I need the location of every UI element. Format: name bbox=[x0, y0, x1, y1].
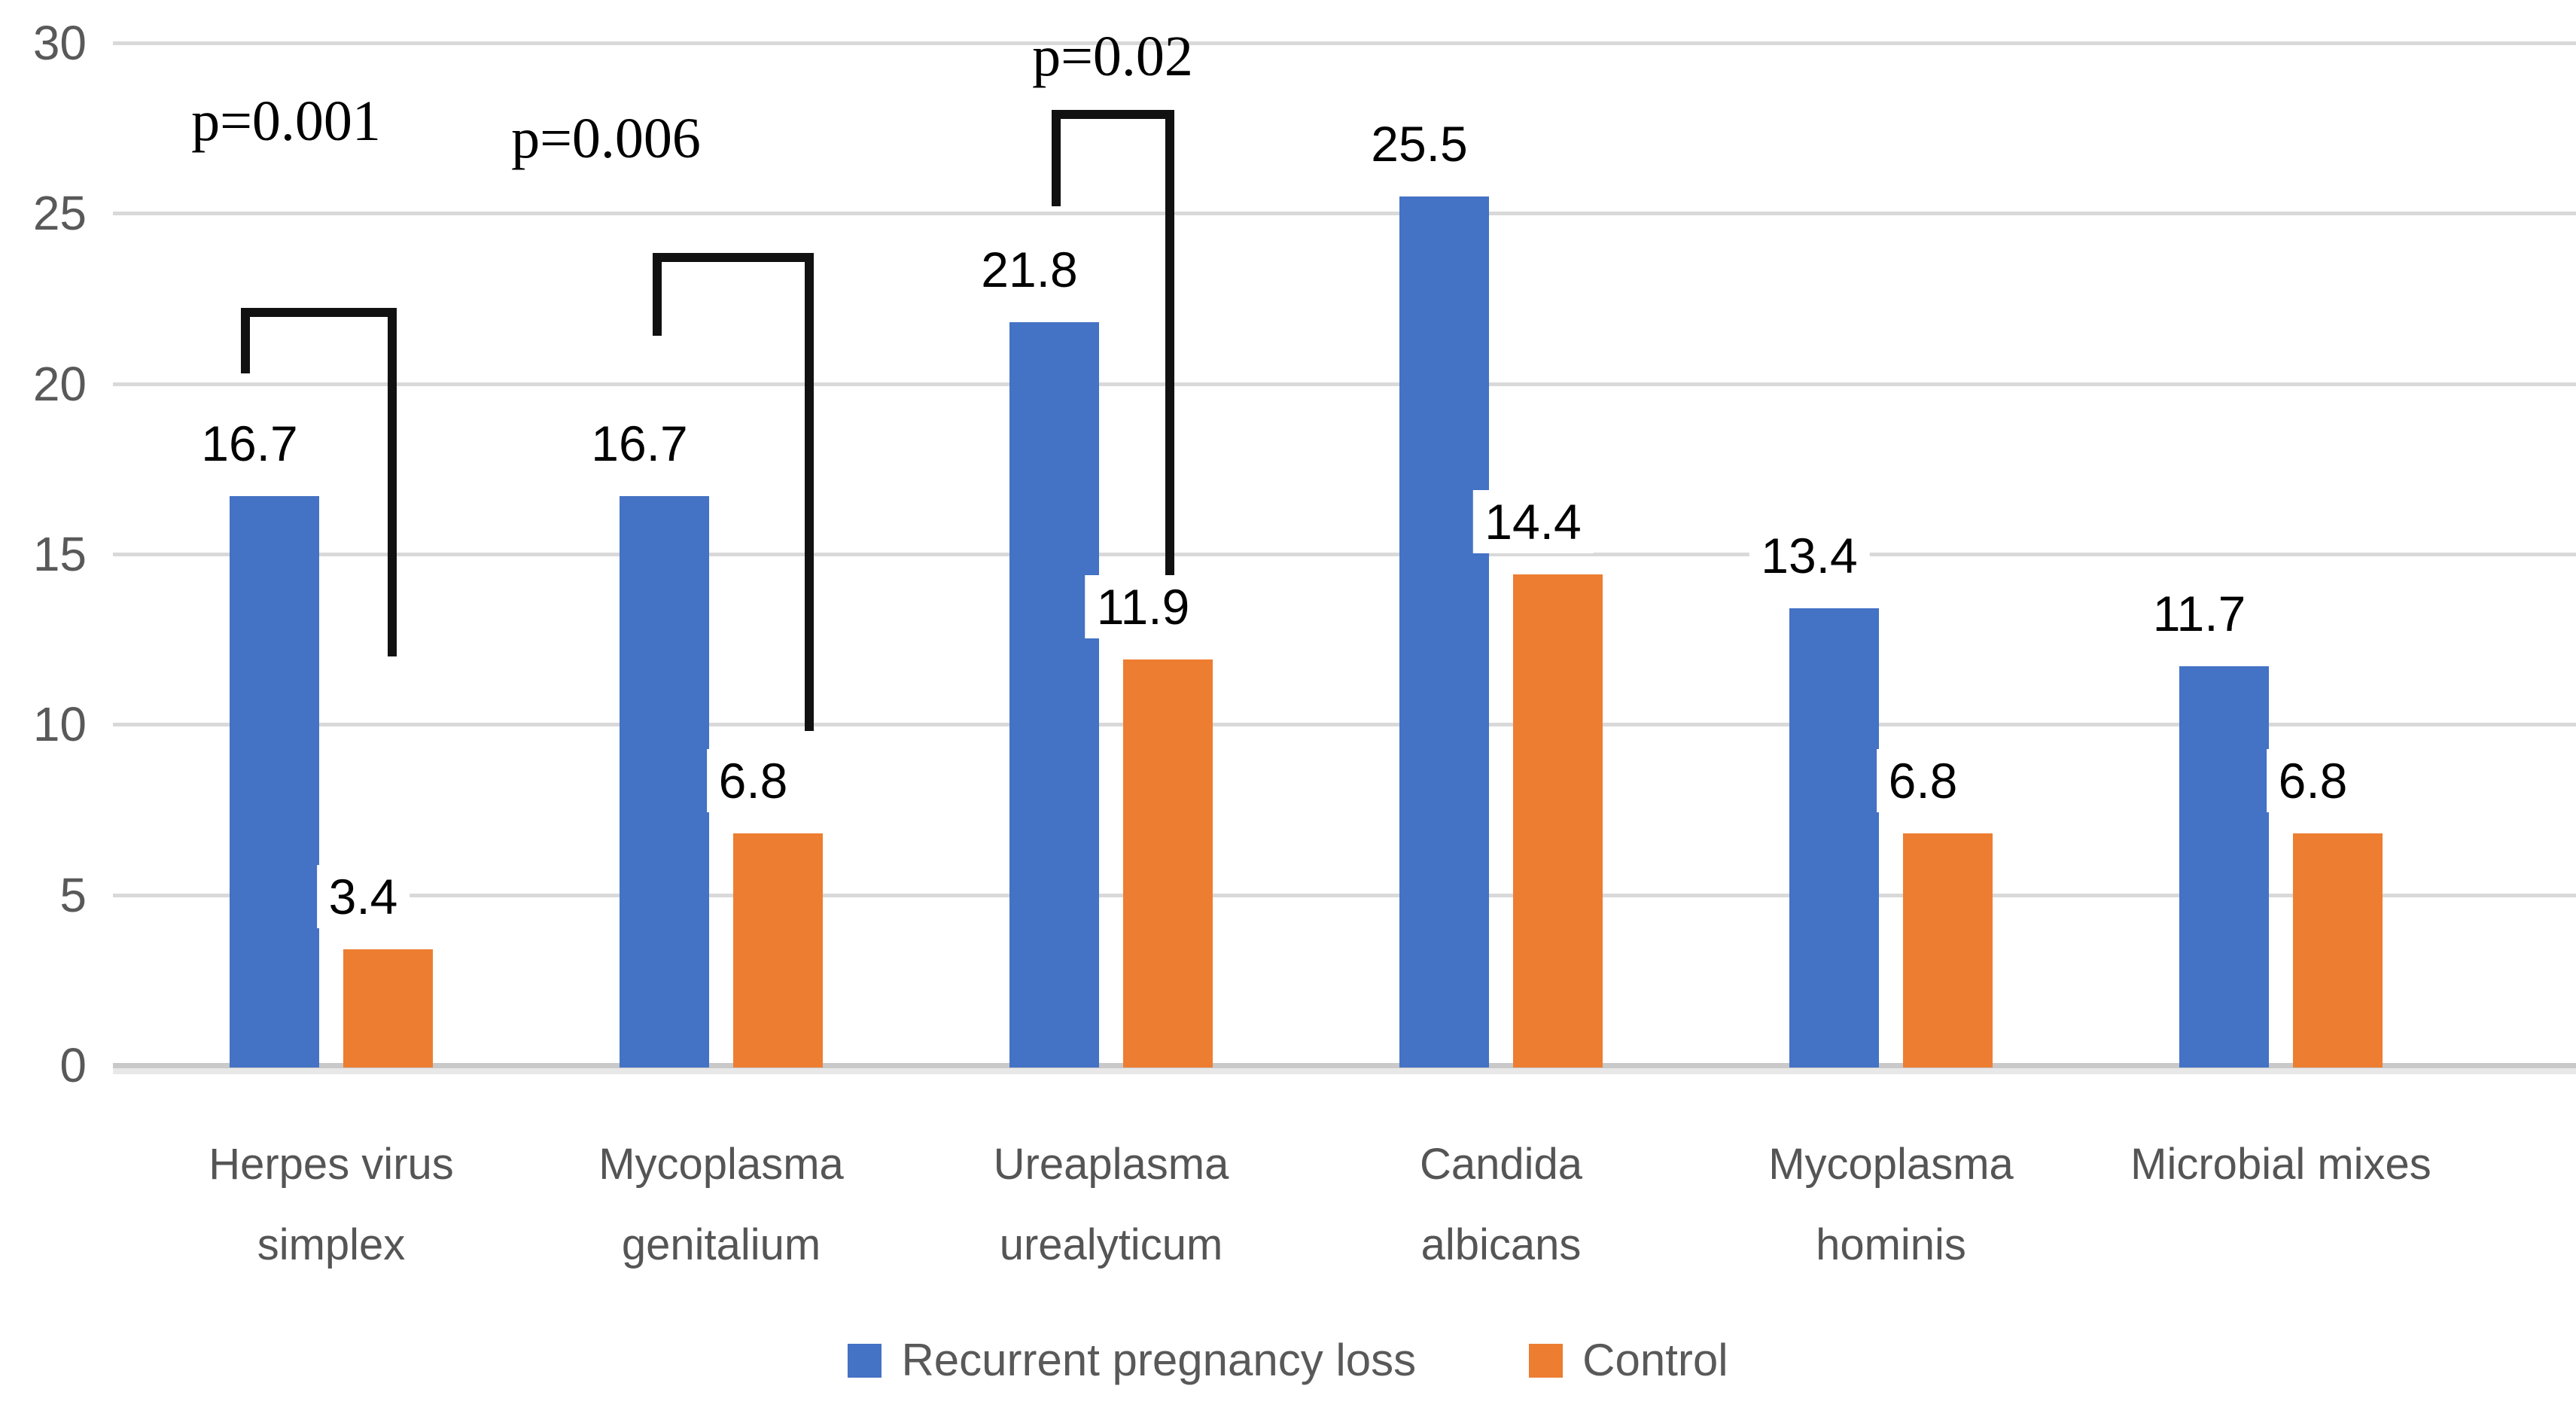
significance-bracket-top bbox=[240, 307, 397, 317]
bar-recurrent-pregnancy-loss bbox=[1009, 322, 1099, 1068]
x-axis-category-label: genitalium bbox=[621, 1220, 821, 1269]
bar-value-label: 6.8 bbox=[1876, 749, 1970, 813]
bar-value-label: 6.8 bbox=[706, 749, 800, 813]
gridline bbox=[113, 723, 2576, 727]
x-axis-category-label: Mycoplasma bbox=[598, 1140, 844, 1189]
y-axis-tick-label: 30 bbox=[32, 16, 87, 70]
bar-value-label: 13.4 bbox=[1749, 524, 1870, 588]
x-axis-category-label: albicans bbox=[1420, 1220, 1582, 1269]
y-axis-tick-label: 25 bbox=[32, 186, 87, 241]
bar-value-label: 11.9 bbox=[1084, 575, 1202, 639]
bar-value-label: 11.7 bbox=[2140, 582, 2258, 646]
bar-control bbox=[1123, 659, 1213, 1068]
p-value-label: p=0.006 bbox=[511, 106, 701, 170]
bar-control bbox=[733, 833, 823, 1068]
x-axis-category-label: Microbial mixes bbox=[2130, 1140, 2431, 1189]
y-axis-tick-label: 10 bbox=[32, 697, 87, 752]
legend-item: Recurrent pregnancy loss bbox=[848, 1334, 1416, 1387]
gridline bbox=[113, 382, 2576, 386]
x-axis-category-label: hominis bbox=[1816, 1220, 1966, 1269]
significance-bracket-left-arm bbox=[1051, 110, 1061, 207]
gridline bbox=[113, 212, 2576, 216]
gridline bbox=[113, 553, 2576, 556]
bar-control bbox=[1903, 833, 1993, 1068]
x-axis-line-shadow bbox=[113, 1068, 2576, 1074]
bar-recurrent-pregnancy-loss bbox=[620, 496, 709, 1068]
y-axis-tick-label: 5 bbox=[59, 867, 87, 922]
bar-value-label: 21.8 bbox=[969, 238, 1090, 302]
significance-bracket-top bbox=[652, 253, 814, 263]
x-axis-category-label: Candida bbox=[1419, 1140, 1583, 1189]
y-axis-tick-label: 15 bbox=[32, 527, 87, 581]
bar-value-label: 14.4 bbox=[1472, 490, 1594, 554]
x-axis-category-label: simplex bbox=[257, 1220, 406, 1269]
significance-bracket-right-arm bbox=[387, 307, 397, 656]
legend-label: Control bbox=[1582, 1335, 1728, 1385]
legend-swatch-icon bbox=[848, 1343, 882, 1378]
bar-value-label: 6.8 bbox=[2266, 749, 2360, 813]
bar-recurrent-pregnancy-loss bbox=[1399, 196, 1489, 1068]
significance-bracket-right-arm bbox=[1165, 110, 1174, 626]
gridline bbox=[113, 893, 2576, 897]
x-axis-category-label: Ureaplasma bbox=[993, 1140, 1229, 1189]
bar-recurrent-pregnancy-loss bbox=[230, 496, 319, 1068]
bar-value-label: 25.5 bbox=[1359, 111, 1480, 175]
bar-value-label: 16.7 bbox=[579, 412, 700, 476]
legend-swatch-icon bbox=[1529, 1343, 1564, 1378]
significance-bracket-top bbox=[1051, 110, 1174, 120]
bar-control bbox=[2293, 833, 2383, 1068]
x-axis-category-label: Herpes virus bbox=[209, 1140, 454, 1189]
bar-value-label: 3.4 bbox=[316, 865, 410, 929]
x-axis-category-label: Mycoplasma bbox=[1768, 1140, 2014, 1189]
y-axis-tick-label: 20 bbox=[32, 356, 87, 411]
bar-recurrent-pregnancy-loss bbox=[1789, 608, 1879, 1068]
legend-label: Recurrent pregnancy loss bbox=[901, 1335, 1417, 1385]
p-value-label: p=0.02 bbox=[1032, 25, 1193, 89]
significance-bracket-left-arm bbox=[652, 253, 662, 337]
x-axis-line bbox=[113, 1063, 2576, 1068]
bar-control bbox=[1513, 574, 1603, 1068]
y-axis-tick-label: 0 bbox=[59, 1038, 87, 1092]
legend-item: Control bbox=[1529, 1334, 1728, 1387]
bar-recurrent-pregnancy-loss bbox=[2179, 666, 2269, 1068]
gridline bbox=[113, 41, 2576, 45]
x-axis-category-label: urealyticum bbox=[999, 1220, 1223, 1269]
significance-bracket-left-arm bbox=[240, 307, 250, 374]
significance-bracket-right-arm bbox=[804, 253, 814, 732]
bar-control bbox=[343, 949, 433, 1068]
chart-legend: Recurrent pregnancy loss Control bbox=[0, 1334, 2576, 1387]
bar-value-label: 16.7 bbox=[189, 412, 310, 476]
p-value-label: p=0.001 bbox=[191, 90, 381, 154]
